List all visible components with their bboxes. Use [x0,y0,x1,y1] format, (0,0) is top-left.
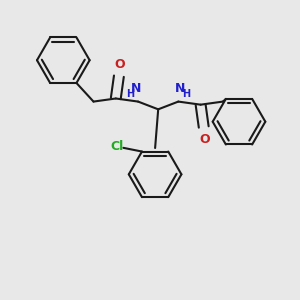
Text: N: N [175,82,185,95]
Text: Cl: Cl [110,140,123,153]
Text: O: O [199,133,210,146]
Text: O: O [114,58,125,70]
Text: H: H [127,89,135,99]
Text: H: H [182,89,190,99]
Text: N: N [131,82,142,95]
